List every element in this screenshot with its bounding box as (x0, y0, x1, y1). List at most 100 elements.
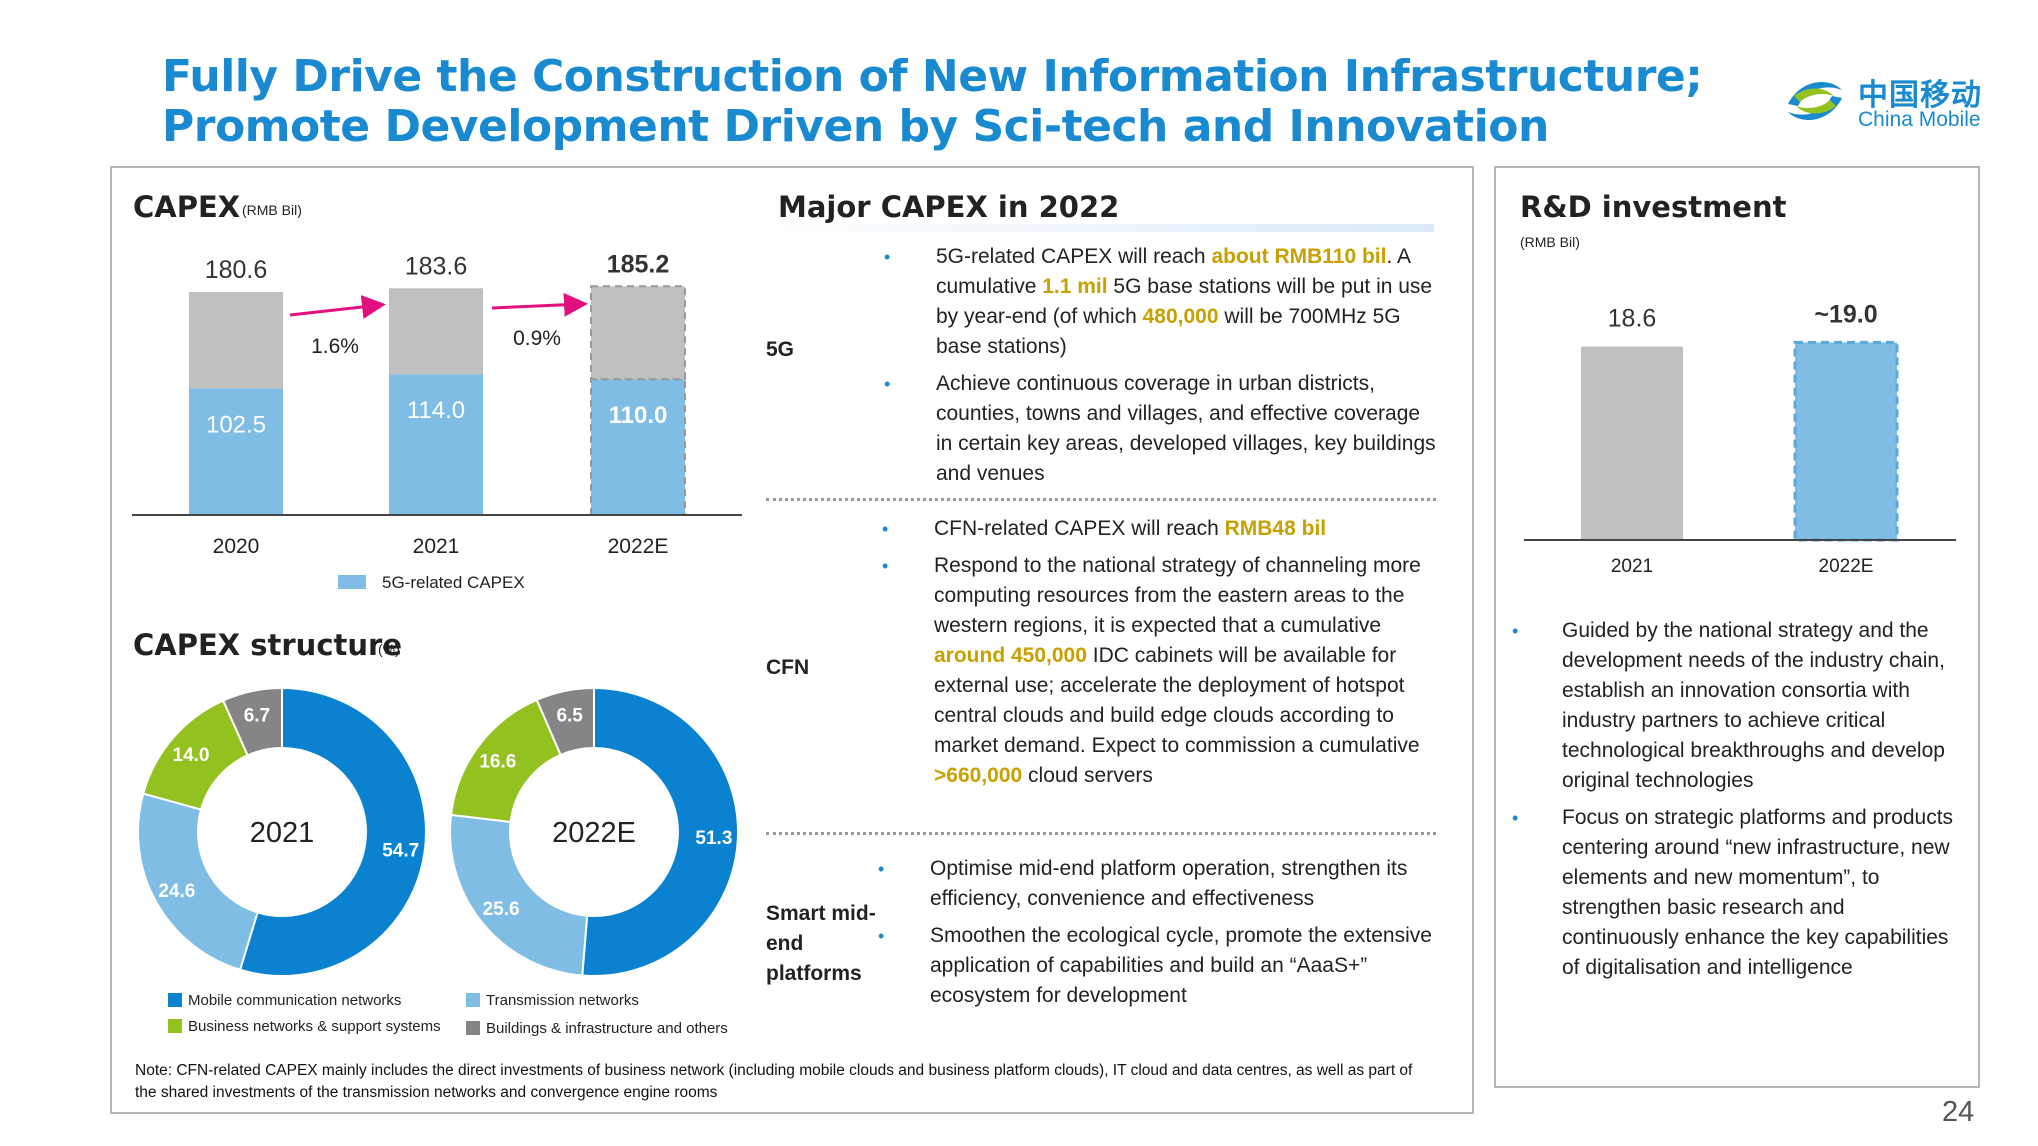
bullet-dot-icon: • (882, 556, 889, 576)
bar-other-2021 (389, 288, 483, 375)
donut-chart-2022e: 51.3 25.6 16.6 6.5 2022E (449, 686, 739, 977)
major-capex-title-band (768, 224, 1434, 232)
legend-business-networks: Business networks & support systems (168, 1018, 441, 1035)
growth-label: 0.9% (513, 327, 561, 350)
donut-slice-label: 24.6 (158, 881, 195, 902)
bullets-cfn: • CFN-related CAPEX will reach RMB48 bil … (882, 514, 1438, 798)
rd-bullet-1-text: Guided by the national strategy and the … (1562, 619, 1945, 792)
page-title-line-1: Fully Drive the Construction of New Info… (162, 51, 1703, 102)
bullet-cfn-1: • CFN-related CAPEX will reach RMB48 bil (882, 514, 1438, 544)
capex-structure-unit: (%) (378, 641, 400, 657)
rd-bullet-1: • Guided by the national strategy and the… (1510, 616, 1960, 796)
legend-label-buildings: Buildings & infrastructure and others (486, 1020, 728, 1037)
donut-slice-label: 51.3 (695, 828, 732, 849)
bullet-cfn-2: • Respond to the national strategy of cha… (882, 551, 1438, 791)
bullet-text: IDC cabinets will be available for exter… (934, 644, 1420, 757)
legend-label-transmission: Transmission networks (486, 992, 639, 1009)
bullet-text: 5G base stations will be put in use by y… (936, 275, 1433, 328)
bullet-text: cloud servers (1022, 764, 1153, 787)
bullet-text: Achieve continuous coverage in urban dis… (936, 372, 1436, 485)
bar-total-label: 180.6 (205, 256, 268, 284)
bullet-dot-icon: • (884, 374, 891, 394)
donut-center-label: 2022E (552, 817, 636, 849)
donut-slice-label: 6.7 (244, 706, 270, 727)
legend-transmission-networks: Transmission networks (466, 992, 639, 1009)
bar-5g-2021 (389, 374, 483, 515)
legend-swatch-business (168, 1019, 182, 1033)
page-number: 24 (1942, 1096, 1975, 1128)
logo-text-cn: 中国移动 (1858, 78, 1982, 113)
bullet-text: . A cumulative (936, 245, 1410, 298)
rd-title: R&D investment (1520, 190, 1787, 224)
capex-bar-chart: 102.5 180.6 2020 114.0 183.6 2021 110.0 185.2 20… (132, 250, 742, 592)
rd-unit: (RMB Bil) (1520, 234, 1580, 250)
legend-swatch-transmission (466, 993, 480, 1007)
donut-slice (238, 686, 427, 977)
bullet-text: 5G-related CAPEX will reach (936, 245, 1212, 268)
divider-5g-cfn (766, 498, 1436, 501)
china-mobile-logo: 中国移动 China Mobile (1780, 66, 1990, 138)
bullet-dot-icon: • (1512, 808, 1519, 828)
bullet-midend-1: • Optimise mid-end platform operation, st… (878, 854, 1434, 914)
capex-title: CAPEX (133, 190, 241, 224)
growth-arrow-2 (491, 292, 588, 317)
x-tick-label: 2022E (608, 535, 669, 558)
highlight-text: about RMB110 bil (1211, 245, 1387, 268)
donut-chart-2021: 54.7 24.6 14.0 6.7 2021 (137, 686, 427, 977)
bullet-dot-icon: • (878, 926, 885, 946)
row-label-5g: 5G (766, 338, 795, 361)
rd-panel (1494, 166, 1980, 1088)
rd-bar-chart: 18.6 2021 ~19.0 2022E (1524, 300, 1956, 577)
donut-slice (535, 686, 595, 757)
x-tick-label: 2021 (413, 535, 460, 558)
rd-bullets: • Guided by the national strategy and the… (1510, 616, 1960, 990)
row-label-smart-mid-end: Smart mid-end platforms (766, 902, 876, 985)
highlight-text: 480,000 (1142, 305, 1219, 328)
donut-slice (137, 792, 259, 972)
rd-x-tick-label: 2021 (1611, 556, 1653, 577)
divider-cfn-midend (766, 832, 1436, 835)
page-title: Fully Drive the Construction of New Info… (162, 51, 1703, 152)
bar-total-label: 183.6 (405, 252, 468, 280)
donut-slice-label: 6.5 (556, 705, 583, 726)
bullet-text: Smoothen the ecological cycle, promote t… (930, 924, 1432, 1007)
major-capex-title: Major CAPEX in 2022 (778, 190, 1120, 224)
capex-unit: (RMB Bil) (242, 202, 302, 218)
bullet-dot-icon: • (884, 247, 891, 267)
bar-other-2022E (590, 285, 686, 381)
bar-value-label: 114.0 (407, 397, 465, 424)
bullet-text: CFN-related CAPEX will reach (934, 517, 1225, 540)
highlight-text: around 450,000 (934, 644, 1087, 667)
bullet-5g-1: • 5G-related CAPEX will reach about RMB11… (884, 242, 1440, 362)
bullet-dot-icon: • (882, 519, 889, 539)
footnote: Note: CFN-related CAPEX mainly includes … (135, 1062, 1413, 1101)
rd-bar-value-label: ~19.0 (1814, 300, 1877, 328)
bar-total-label: 185.2 (607, 250, 670, 278)
page-title-line-2: Promote Development Driven by Sci-tech a… (162, 101, 1549, 152)
bullet-text: Optimise mid-end platform operation, str… (930, 857, 1408, 910)
rd-bullet-2: • Focus on strategic platforms and produc… (1510, 803, 1960, 983)
growth-arrow-1 (289, 295, 386, 319)
legend-mobile-networks: Mobile communication networks (168, 992, 401, 1009)
row-label-cfn: CFN (766, 656, 810, 679)
rd-x-tick-label: 2022E (1819, 556, 1874, 577)
bar-other-2020 (189, 291, 283, 389)
donut-slice-label: 54.7 (382, 841, 419, 862)
logo-text-en: China Mobile (1858, 108, 1981, 131)
bullet-dot-icon: • (878, 859, 885, 879)
legend-label-5g: 5G-related CAPEX (382, 573, 525, 592)
donut-slice-label: 14.0 (173, 745, 210, 766)
highlight-text: RMB48 bil (1224, 517, 1327, 540)
rd-bar-value-label: 18.6 (1608, 305, 1657, 333)
growth-label: 1.6% (311, 335, 359, 358)
legend-swatch-mobile (168, 993, 182, 1007)
highlight-text: 1.1 mil (1042, 275, 1108, 298)
bullet-dot-icon: • (1512, 621, 1519, 641)
legend-swatch-5g (338, 575, 366, 589)
bullets-smart-mid-end: • Optimise mid-end platform operation, st… (878, 854, 1434, 1018)
legend-label-business: Business networks & support systems (188, 1018, 441, 1035)
bar-value-label: 102.5 (206, 411, 266, 438)
legend-swatch-buildings (466, 1021, 480, 1035)
x-tick-label: 2020 (213, 535, 260, 558)
donut-slice (449, 813, 589, 977)
